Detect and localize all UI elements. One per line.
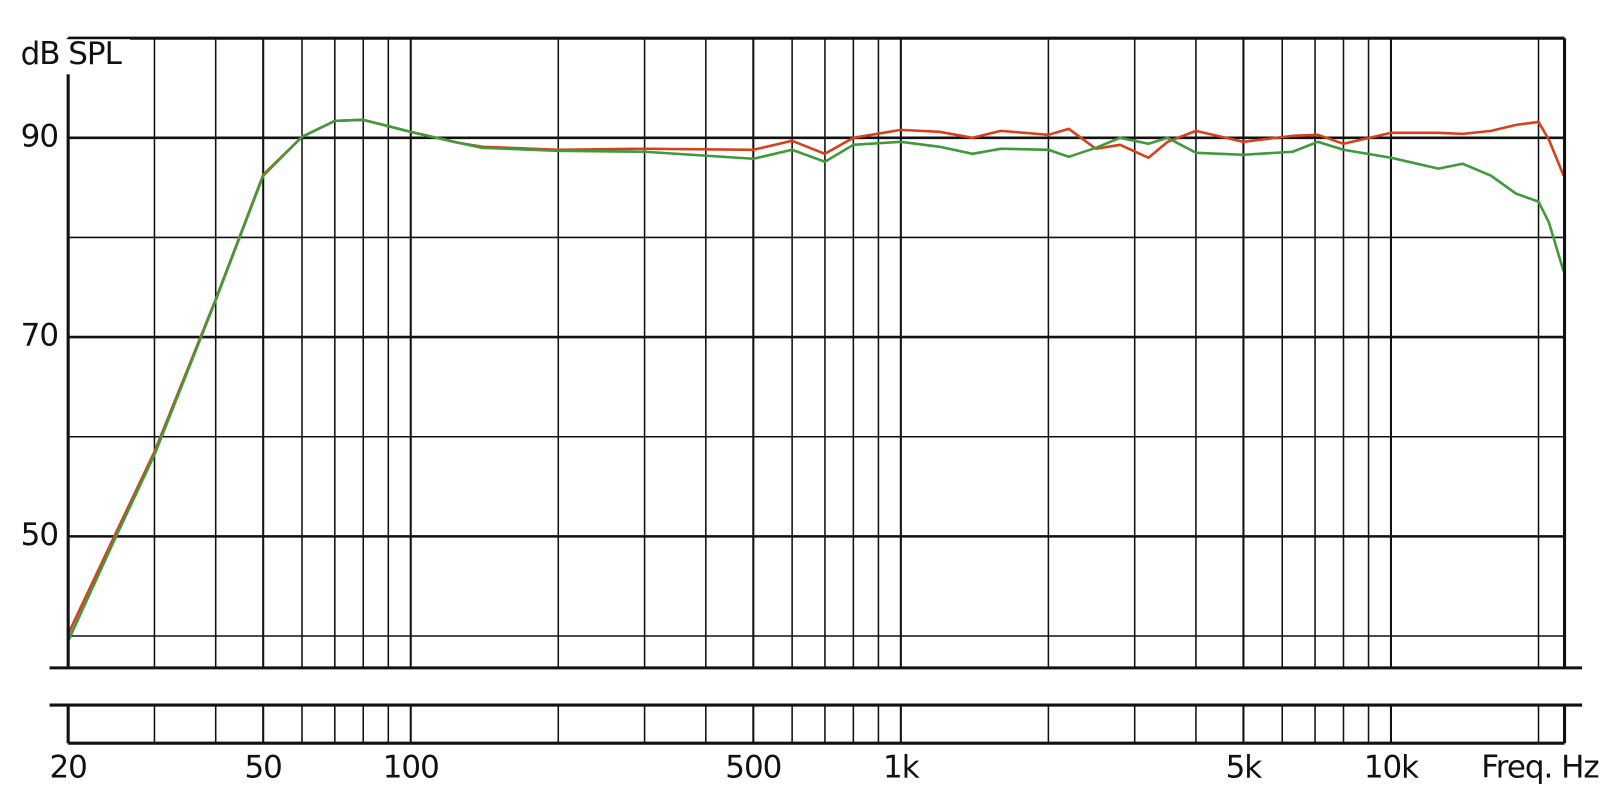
x-tick-label: 500 (725, 750, 781, 786)
x-tick-label: 50 (245, 750, 282, 786)
grid (67, 37, 1565, 744)
x-axis-label: Freq. Hz (1481, 750, 1598, 786)
curves (66, 118, 1565, 642)
x-tick-label: 5k (1226, 750, 1263, 786)
y-tick-label: 70 (21, 318, 58, 354)
tick-labels: 20 50 100 500 1k 5k 10k 50 70 90 (21, 118, 1421, 786)
x-tick-label: 1k (883, 750, 920, 786)
frame (49, 36, 1583, 745)
response-curve (66, 118, 1565, 642)
y-axis-label: dB SPL (21, 36, 123, 72)
y-tick-label: 90 (21, 118, 58, 154)
x-tick-label: 20 (49, 750, 86, 786)
y-tick-label: 50 (21, 517, 58, 553)
label-background (14, 39, 131, 75)
x-tick-label: 10k (1364, 750, 1419, 786)
x-tick-label: 100 (383, 750, 439, 786)
